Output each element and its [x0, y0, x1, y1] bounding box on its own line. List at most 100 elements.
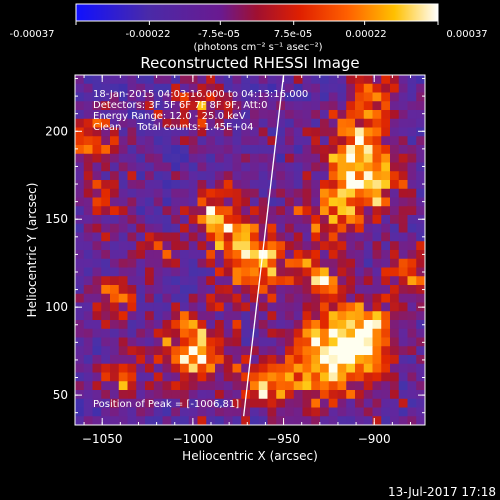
heatmap-cell — [381, 372, 391, 382]
heatmap-cell — [136, 197, 146, 207]
heatmap-cell — [372, 398, 382, 408]
heatmap-cell — [110, 145, 120, 155]
heatmap-cell — [258, 355, 268, 365]
heatmap-cell — [407, 276, 417, 286]
heatmap-cell — [328, 355, 338, 365]
heatmap-cell — [223, 75, 233, 85]
heatmap-cell — [110, 232, 120, 242]
heatmap-cell — [223, 398, 233, 408]
heatmap-cell — [363, 171, 373, 181]
heatmap-cell — [250, 381, 260, 391]
heatmap-cell — [302, 206, 312, 216]
heatmap-cell — [381, 136, 391, 146]
heatmap-cell — [145, 215, 155, 225]
heatmap-cell — [293, 110, 303, 120]
heatmap-cell — [83, 311, 93, 321]
heatmap-cell — [285, 188, 295, 198]
heatmap-cell — [206, 127, 216, 137]
heatmap-cell — [241, 162, 251, 172]
heatmap-cell — [381, 311, 391, 321]
heatmap-cell — [232, 136, 242, 146]
heatmap-cell — [92, 83, 102, 93]
heatmap-cell — [92, 110, 102, 120]
heatmap-cell — [136, 372, 146, 382]
heatmap-cell — [398, 381, 408, 391]
heatmap-cell — [153, 197, 163, 207]
heatmap-cell — [162, 188, 172, 198]
heatmap-cell — [215, 355, 225, 365]
heatmap-cell — [328, 136, 338, 146]
heatmap-cell — [127, 223, 137, 233]
heatmap-cell — [346, 75, 356, 85]
heatmap-cell — [83, 136, 93, 146]
heatmap-cell — [258, 337, 268, 347]
heatmap-cell — [250, 206, 260, 216]
heatmap-cell — [145, 188, 155, 198]
heatmap-cell — [162, 285, 172, 295]
heatmap-cell — [232, 363, 242, 373]
heatmap-cell — [171, 215, 181, 225]
heatmap-cell — [153, 390, 163, 400]
heatmap-cell — [293, 215, 303, 225]
heatmap-cell — [302, 232, 312, 242]
heatmap-cell — [416, 416, 426, 426]
heatmap-cell — [75, 363, 85, 373]
heatmap-cell — [302, 241, 312, 251]
heatmap-cell — [320, 83, 330, 93]
heatmap-cell — [276, 232, 286, 242]
heatmap-cell — [381, 145, 391, 155]
heatmap-cell — [285, 215, 295, 225]
heatmap-cell — [110, 162, 120, 172]
heatmap-cell — [127, 162, 137, 172]
heatmap-cell — [355, 355, 365, 365]
heatmap-cell — [118, 363, 128, 373]
heatmap-cell — [416, 92, 426, 102]
heatmap-cell — [328, 75, 338, 85]
heatmap-cell — [381, 258, 391, 268]
heatmap-cell — [328, 197, 338, 207]
heatmap-cell — [372, 118, 382, 128]
heatmap-cell — [145, 398, 155, 408]
heatmap-cell — [320, 390, 330, 400]
heatmap-cell — [407, 171, 417, 181]
heatmap-cell — [337, 258, 347, 268]
heatmap-cell — [293, 188, 303, 198]
heatmap-cell — [363, 118, 373, 128]
heatmap-cell — [162, 206, 172, 216]
colorbar: -0.00037 -0.00022 -7.5e-05 7.5e-05 0.000… — [10, 3, 488, 53]
heatmap-cell — [372, 83, 382, 93]
timestamp: 13-Jul-2017 17:18 — [388, 485, 496, 499]
heatmap-cell — [118, 258, 128, 268]
heatmap-cell — [241, 285, 251, 295]
heatmap-cell — [337, 153, 347, 163]
heatmap-cell — [145, 276, 155, 286]
heatmap-cell — [171, 337, 181, 347]
heatmap-cell — [162, 355, 172, 365]
heatmap-cell — [241, 346, 251, 356]
heatmap-cell — [110, 101, 120, 111]
heatmap-cell — [153, 302, 163, 312]
heatmap-cell — [145, 293, 155, 303]
heatmap-cell — [285, 75, 295, 85]
heatmap-cell — [180, 206, 190, 216]
heatmap-cell — [153, 258, 163, 268]
heatmap-cell — [311, 276, 321, 286]
heatmap-cell — [136, 311, 146, 321]
heatmap-cell — [215, 346, 225, 356]
heatmap-cell — [302, 407, 312, 417]
heatmap-cell — [215, 223, 225, 233]
heatmap-cell — [302, 118, 312, 128]
heatmap-cell — [302, 363, 312, 373]
heatmap-cell — [398, 363, 408, 373]
heatmap-cell — [232, 215, 242, 225]
heatmap-cell — [162, 302, 172, 312]
heatmap-cell — [320, 241, 330, 251]
heatmap-cell — [127, 145, 137, 155]
heatmap-cell — [180, 215, 190, 225]
heatmap-cell — [101, 197, 111, 207]
heatmap-cell — [328, 372, 338, 382]
y-tick-label-0: 50 — [53, 388, 68, 402]
heatmap-cell — [241, 302, 251, 312]
heatmap-cell — [267, 320, 277, 330]
heatmap-cell — [145, 162, 155, 172]
